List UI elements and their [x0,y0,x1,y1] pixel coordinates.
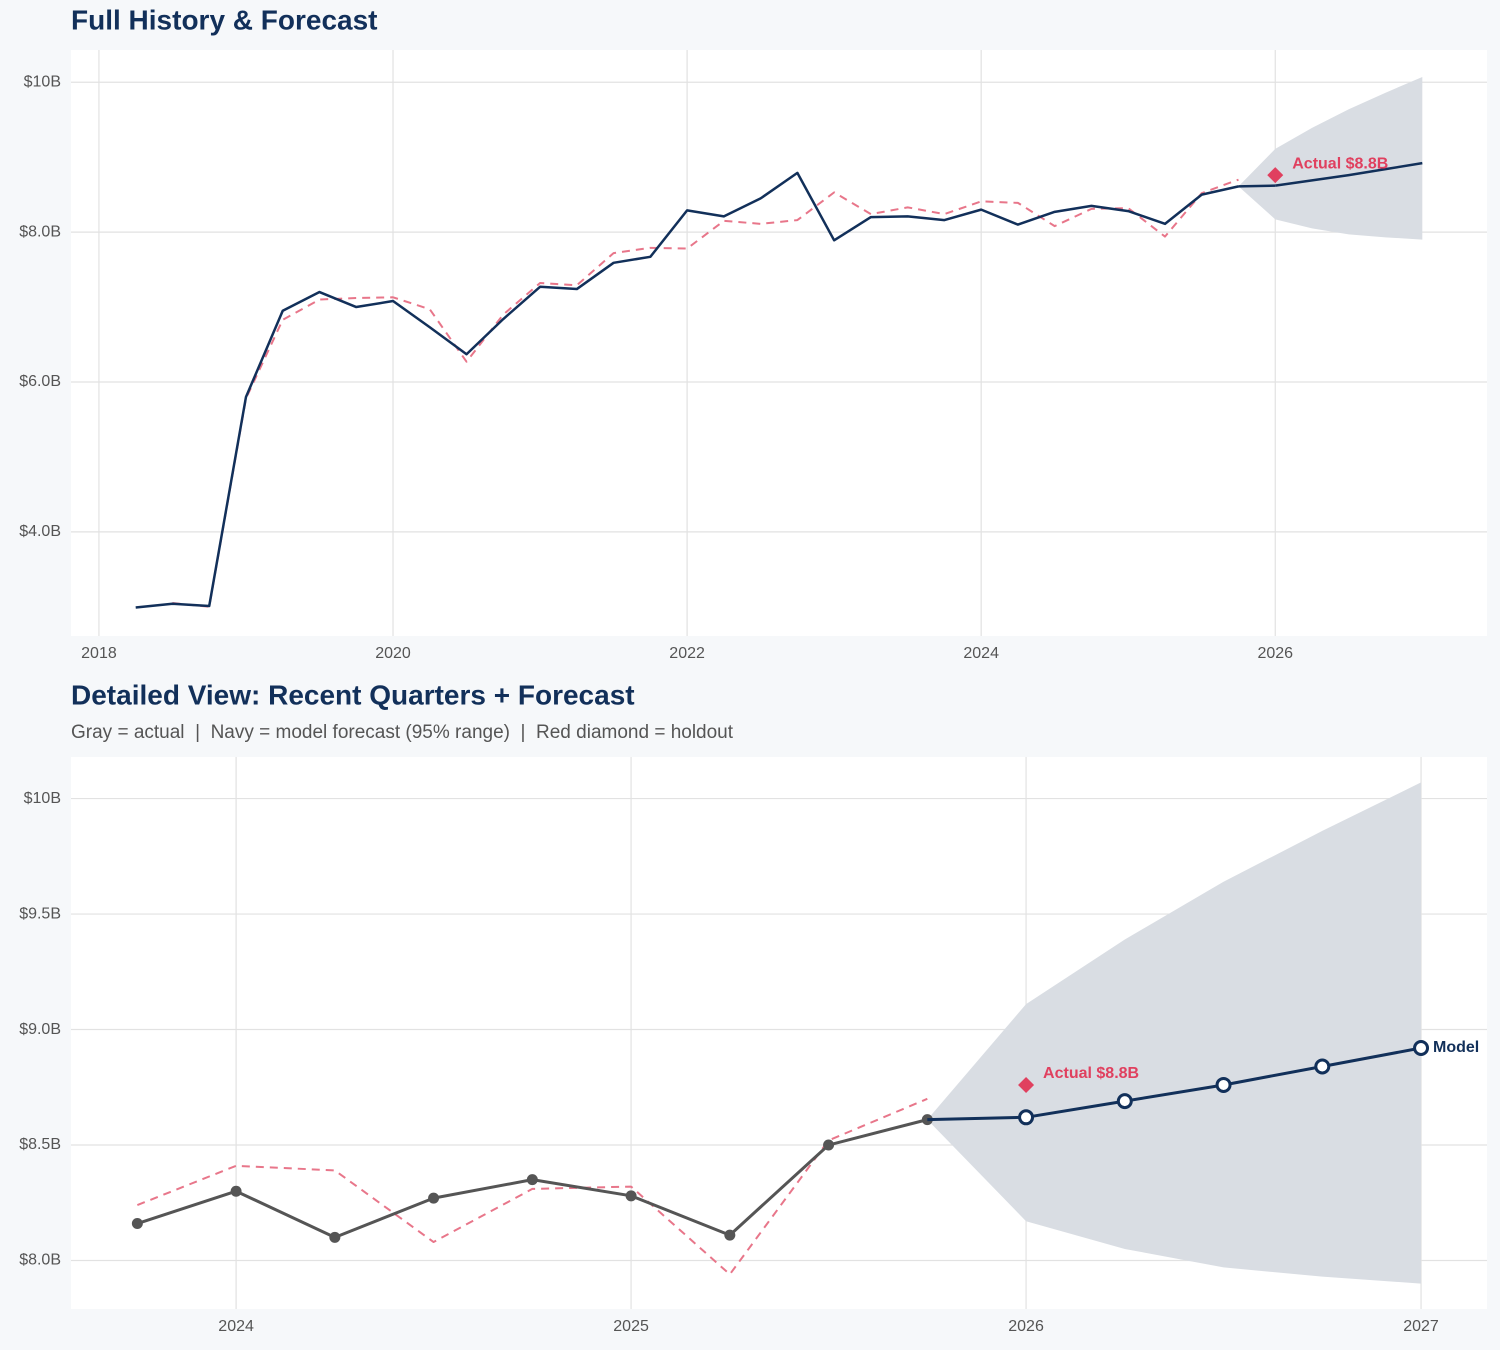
x-tick-label: 2024 [218,1318,254,1335]
point [1413,1040,1430,1057]
forecast-connector [1238,184,1276,188]
point [329,1231,341,1243]
y-tick-label: $6.0B [19,373,61,390]
end-label: Model [1433,1039,1479,1056]
forecast-band [927,782,1422,1284]
chart-title: Full History & Forecast [71,4,378,35]
forecast-connector [927,1115,1027,1122]
y-tick-label: $9.5B [19,905,61,922]
point [1116,1093,1133,1110]
point [428,1192,440,1204]
point [1314,1058,1331,1075]
holdout-label: Actual $8.8B [1292,155,1388,172]
y-tick-label: $8.5B [19,1136,61,1153]
plot-area [71,50,1487,636]
point [1018,1109,1035,1126]
chart-subtitle: Gray = actual | Navy = model forecast (9… [71,722,734,743]
x-tick-label: 2024 [963,645,999,662]
chart-title: Detailed View: Recent Quarters + Forecas… [71,679,635,710]
y-tick-label: $8.0B [19,1252,61,1269]
holdout-marker [1018,1076,1035,1093]
holdout-marker [1267,167,1284,184]
fitted-line [136,1097,928,1276]
x-tick-label: 2026 [1257,645,1293,662]
y-tick-label: $4.0B [19,523,61,540]
series-line [1275,161,1423,187]
fitted-line [172,178,1239,608]
y-tick-label: $9.0B [19,1021,61,1038]
holdout-label: Actual $8.8B [1043,1065,1139,1082]
x-tick-label: 2026 [1008,1318,1044,1335]
point [1215,1076,1232,1093]
y-tick-label: $10B [24,790,61,807]
x-tick-label: 2025 [613,1318,649,1335]
x-tick-label: 2018 [81,645,117,662]
forecast-band [1238,76,1423,240]
point [625,1190,637,1202]
point [724,1229,736,1241]
point [230,1185,242,1197]
x-tick-label: 2022 [669,645,705,662]
y-tick-label: $8.0B [19,223,61,240]
point [823,1139,835,1151]
point [526,1174,538,1186]
x-tick-label: 2027 [1403,1318,1439,1335]
point [131,1218,143,1230]
series-line [135,171,1239,609]
x-tick-label: 2020 [375,645,411,662]
y-tick-label: $10B [24,73,61,90]
